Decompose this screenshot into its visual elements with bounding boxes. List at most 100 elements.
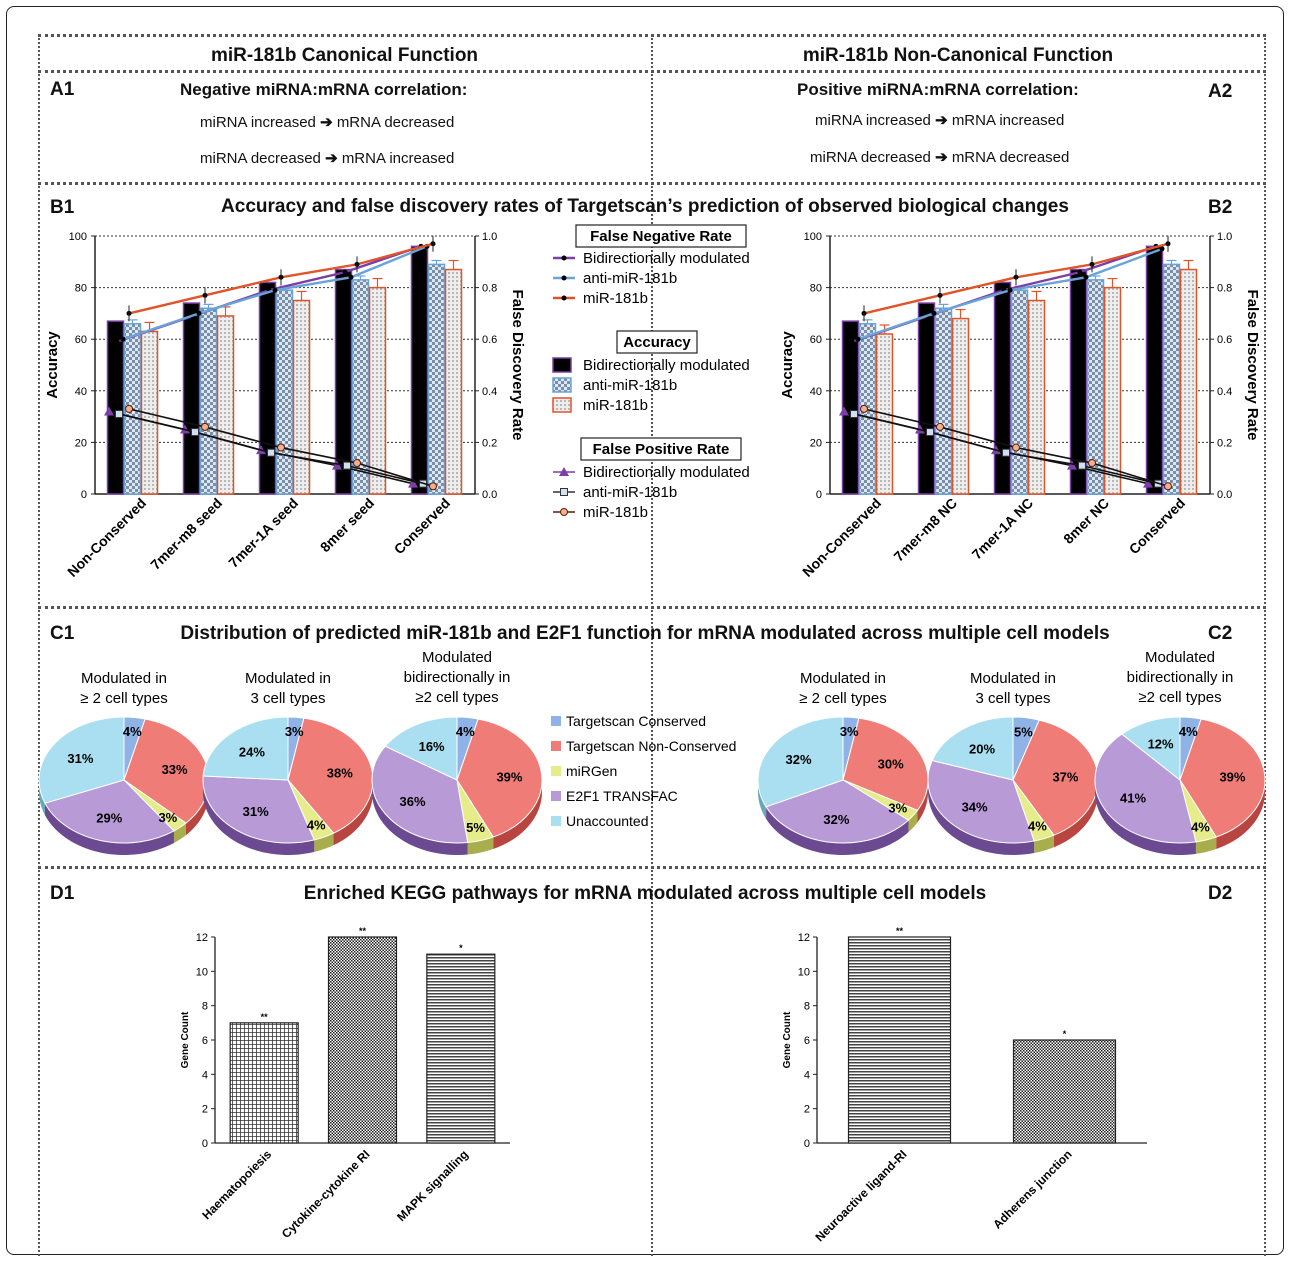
accuracy-bar	[841, 320, 860, 495]
fpr-point	[860, 404, 868, 413]
fpr-point	[1002, 448, 1010, 457]
y2-axis-label: False Discovery Rate	[1244, 290, 1261, 441]
pie-slice-label: 3%	[888, 801, 907, 816]
pie-slice-label: 39%	[1219, 769, 1245, 784]
legend-acc-swatch	[552, 377, 572, 393]
significance-star: *	[1063, 1029, 1067, 1039]
legend-acc-label: miR-181b	[583, 397, 648, 414]
section-c-title: Distribution of predicted miR-181b and E…	[180, 623, 1110, 644]
pie-slice-label: 4%	[1028, 819, 1047, 834]
accuracy-bar	[1103, 286, 1122, 495]
pie-title-line: bidirectionally in	[404, 669, 511, 686]
pie-slice	[927, 759, 1035, 844]
fpr-point	[1088, 459, 1096, 468]
y2-tick-label: 0.0	[1217, 489, 1232, 501]
accuracy-bar	[1069, 268, 1088, 495]
pie-legend-swatch	[551, 816, 561, 826]
pie-slice	[123, 718, 210, 824]
y2-tick-label: 0.8	[1217, 283, 1232, 295]
y-tick-label: 0	[202, 1138, 208, 1150]
y-tick-label: 40	[75, 386, 87, 398]
x-tick-label: 8mer NC	[1060, 495, 1112, 547]
y-tick-label: 8	[202, 1001, 208, 1013]
accuracy-bar	[1179, 268, 1198, 495]
y-tick-label: 0	[804, 1138, 810, 1150]
pie-legend-swatch	[551, 741, 561, 751]
pie-slice-label: 30%	[878, 756, 904, 771]
panel-label-c2: C2	[1208, 623, 1233, 644]
legend-fpr-marker	[559, 467, 569, 476]
fpr-point	[429, 482, 437, 491]
header-canonical: miR-181b Canonical Function	[210, 45, 479, 66]
y2-tick-label: 0.2	[482, 437, 497, 449]
fnr-point	[348, 274, 354, 280]
pie-slice-side	[1095, 780, 1196, 855]
x-tick-label: Cytokine-cytokine RI	[279, 1147, 373, 1241]
pie-title-line: Modulated in	[800, 670, 886, 687]
header-non-canonical: miR-181b Non-Canonical Function	[802, 45, 1114, 66]
fpr-point	[267, 448, 275, 457]
y2-tick-label: 1.0	[1217, 231, 1232, 243]
fpr-point	[408, 478, 418, 488]
accuracy-bar	[1010, 289, 1029, 495]
pie-slice-side	[917, 780, 928, 823]
y-axis-label: Gene Count	[782, 1011, 793, 1068]
accuracy-bar	[106, 320, 125, 495]
pie-legend-label: E2F1 TRANSFAC	[566, 788, 678, 804]
a1-title: Negative miRNA:mRNA correlation:	[180, 80, 468, 99]
accuracy-bar	[182, 302, 201, 495]
accuracy-bar	[917, 302, 936, 495]
a1-line-1: miRNA increased ➔ mRNA decreased	[200, 113, 454, 131]
pie-slice-side	[908, 810, 918, 833]
pie-slice-label: 4%	[1179, 724, 1198, 739]
y-tick-label: 100	[804, 231, 822, 243]
accuracy-bar	[951, 317, 970, 495]
accuracy-bar	[368, 286, 387, 495]
pie-slice	[757, 716, 844, 808]
y2-tick-label: 0.2	[1217, 437, 1232, 449]
x-tick-label: 7mer-m8 seed	[147, 495, 225, 573]
accuracy-bar	[275, 289, 294, 495]
pie-slice-side	[203, 780, 315, 855]
accuracy-bar	[410, 245, 429, 495]
pie-slice	[1179, 718, 1266, 838]
pie-slice-label: 3%	[158, 810, 177, 825]
pie-slice-label: 32%	[785, 752, 811, 767]
y-tick-label: 80	[810, 283, 822, 295]
y2-tick-label: 0.4	[1217, 386, 1232, 398]
y-tick-label: 0	[81, 489, 87, 501]
pie-slice	[1120, 716, 1181, 782]
pie-slice-label: 3%	[285, 724, 304, 739]
pie-slice	[765, 779, 910, 844]
y-tick-label: 20	[75, 437, 87, 449]
legend-fpr-title: False Positive Rate	[593, 441, 730, 458]
accuracy-bar	[934, 307, 953, 495]
accuracy-bar	[199, 307, 218, 495]
y-tick-label: 8	[804, 1001, 810, 1013]
pie-slice-label: 38%	[327, 766, 353, 781]
pie-slice-label: 31%	[67, 751, 93, 766]
fnr-point	[1077, 269, 1083, 275]
divider-left	[38, 34, 40, 1256]
y-tick-label: 12	[798, 932, 810, 944]
legend-fnr-marker	[561, 275, 567, 281]
a2-line-2-right: mRNA decreased	[951, 149, 1070, 166]
y-axis-label: Accuracy	[44, 331, 61, 399]
pie-title-line: Modulated in	[970, 670, 1056, 687]
pie-slice-label: 20%	[969, 741, 995, 756]
fpr-point	[1143, 478, 1153, 488]
pie-slice	[842, 717, 929, 811]
x-tick-label: Neuroactive ligand-RI	[812, 1147, 909, 1244]
pie-slice-side	[185, 780, 209, 836]
a2-line-2: miRNA decreased ➔ mRNA decreased	[810, 148, 1069, 166]
pie-slice-label: 4%	[123, 724, 142, 739]
panel-label-b1: B1	[50, 197, 75, 218]
y-tick-label: 60	[810, 334, 822, 346]
pie-slice	[1094, 733, 1197, 844]
fpr-point	[1078, 461, 1086, 470]
y-tick-label: 10	[798, 966, 810, 978]
pie-title-line: bidirectionally in	[1127, 669, 1234, 686]
y-tick-label: 40	[810, 386, 822, 398]
x-tick-label: 8mer seed	[317, 495, 377, 555]
